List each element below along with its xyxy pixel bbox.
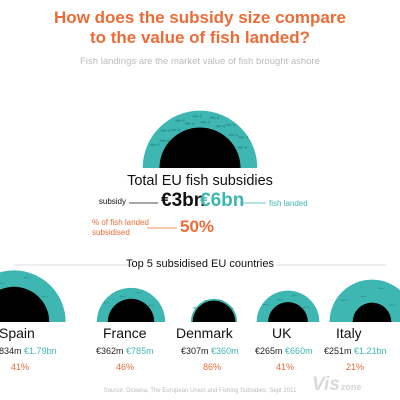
semicircle-group-italy (329, 279, 400, 322)
subsidy-value-uk: €265m (255, 346, 283, 356)
country-name-spain: Spain (0, 325, 35, 341)
fish-icon (192, 306, 199, 309)
country-values-spain: €834m €1.79bn (0, 346, 57, 356)
fish-icon (149, 143, 160, 147)
fish-icon (262, 303, 269, 306)
subsidy-semicircle-denmark (192, 300, 236, 322)
fish-icon (199, 120, 210, 125)
semicircle-group-denmark (190, 298, 238, 322)
fish-icon (147, 304, 154, 307)
section-title: Top 5 subsidised EU countries (126, 258, 274, 270)
country-values-france: €362m €785m (96, 346, 154, 356)
subsidy-semicircle-uk (268, 302, 308, 322)
subsidy-semicircle-france (107, 298, 155, 322)
fish-icon (237, 145, 247, 150)
pct-value-spain: 41% (11, 362, 30, 372)
semicircle-group-spain (0, 270, 66, 322)
vizzone-logo: Viszone (312, 374, 361, 396)
fish-icon (340, 298, 347, 302)
fish-icon (103, 301, 110, 304)
subsidy-value-spain: €834m (0, 346, 22, 356)
fish-icon (203, 299, 210, 303)
country-values-italy: €251m €1.21bn (324, 346, 387, 356)
fish-icon (292, 294, 299, 297)
fish-icon (136, 291, 143, 294)
fish-icon (227, 133, 238, 137)
subsidy-value-france: €362m (96, 346, 124, 356)
country-name-uk: UK (272, 325, 292, 341)
logo-main: Vis (312, 374, 340, 395)
subsidy-value-denmark: €307m (181, 346, 209, 356)
fish-icon (184, 121, 195, 126)
landed-value-denmark: €360m (211, 346, 239, 356)
country-name-france: France (103, 325, 147, 341)
fish-icon (209, 115, 220, 120)
subsidy-semicircle-spain (0, 286, 50, 322)
total-title: Total EU fish subsidies (127, 173, 273, 189)
pct-value-italy: 21% (346, 362, 365, 372)
fish-icon (225, 123, 236, 127)
total-pct-value: 50% (180, 217, 215, 236)
page-subtitle: Fish landings are the market value of fi… (80, 56, 320, 67)
title-line-1: How does the subsidy size compare (54, 8, 346, 27)
semicircle-group-france (96, 287, 166, 322)
fish-icon (277, 298, 284, 301)
subsidy-legend-label: subsidy (98, 197, 126, 206)
subsidy-semicircle-italy (352, 302, 392, 322)
fish-icon (214, 124, 225, 129)
fish-icon (302, 306, 309, 309)
fish-icon (158, 139, 169, 143)
landed-value-italy: €1.21bn (354, 346, 387, 356)
subsidy-semicircle-total-eu (159, 127, 241, 168)
country-values-denmark: €307m €360m (181, 346, 239, 356)
total-subsidy-value: €3bn (161, 190, 206, 211)
landed-value-uk: €660m (285, 346, 313, 356)
landed-legend-label: fish landed (269, 199, 308, 208)
pct-legend-line-2: subsidised (92, 228, 130, 237)
logo-suffix: zone (340, 382, 362, 392)
fish-icon (159, 128, 170, 133)
fish-icon (360, 295, 367, 298)
pct-legend-line-1: % of fish landed (92, 218, 149, 227)
fish-icon (23, 276, 30, 279)
total-landed-value: €6bn (200, 190, 245, 211)
source-note: Source: Oceana, The European Union and F… (103, 388, 297, 394)
pct-value-uk: 41% (276, 362, 295, 372)
semicircle-group-total-eu (142, 110, 258, 168)
fish-icon (388, 304, 395, 307)
landed-value-france: €785m (126, 346, 154, 356)
fish-icon (216, 299, 223, 302)
country-name-italy: Italy (336, 325, 362, 341)
fish-icon (174, 118, 185, 123)
title-line-2: to the value of fish landed? (89, 28, 311, 47)
fish-icon (191, 114, 202, 119)
pct-value-france: 46% (116, 362, 135, 372)
pct-value-denmark: 86% (203, 362, 222, 372)
fish-icon (0, 282, 5, 285)
fish-icon (378, 287, 385, 290)
country-name-denmark: Denmark (176, 325, 233, 341)
fish-icon (237, 135, 248, 140)
subsidy-value-italy: €251m (324, 346, 352, 356)
pct-legend-label: % of fish landed subsidised (92, 218, 149, 238)
page-title: How does the subsidy size compare to the… (0, 8, 400, 48)
fish-icon (119, 295, 126, 298)
fish-icon (170, 128, 181, 132)
fish-icon (41, 295, 48, 298)
country-values-uk: €265m €660m (255, 346, 313, 356)
landed-value-spain: €1.79bn (24, 346, 57, 356)
semicircle-group-uk (256, 290, 320, 322)
